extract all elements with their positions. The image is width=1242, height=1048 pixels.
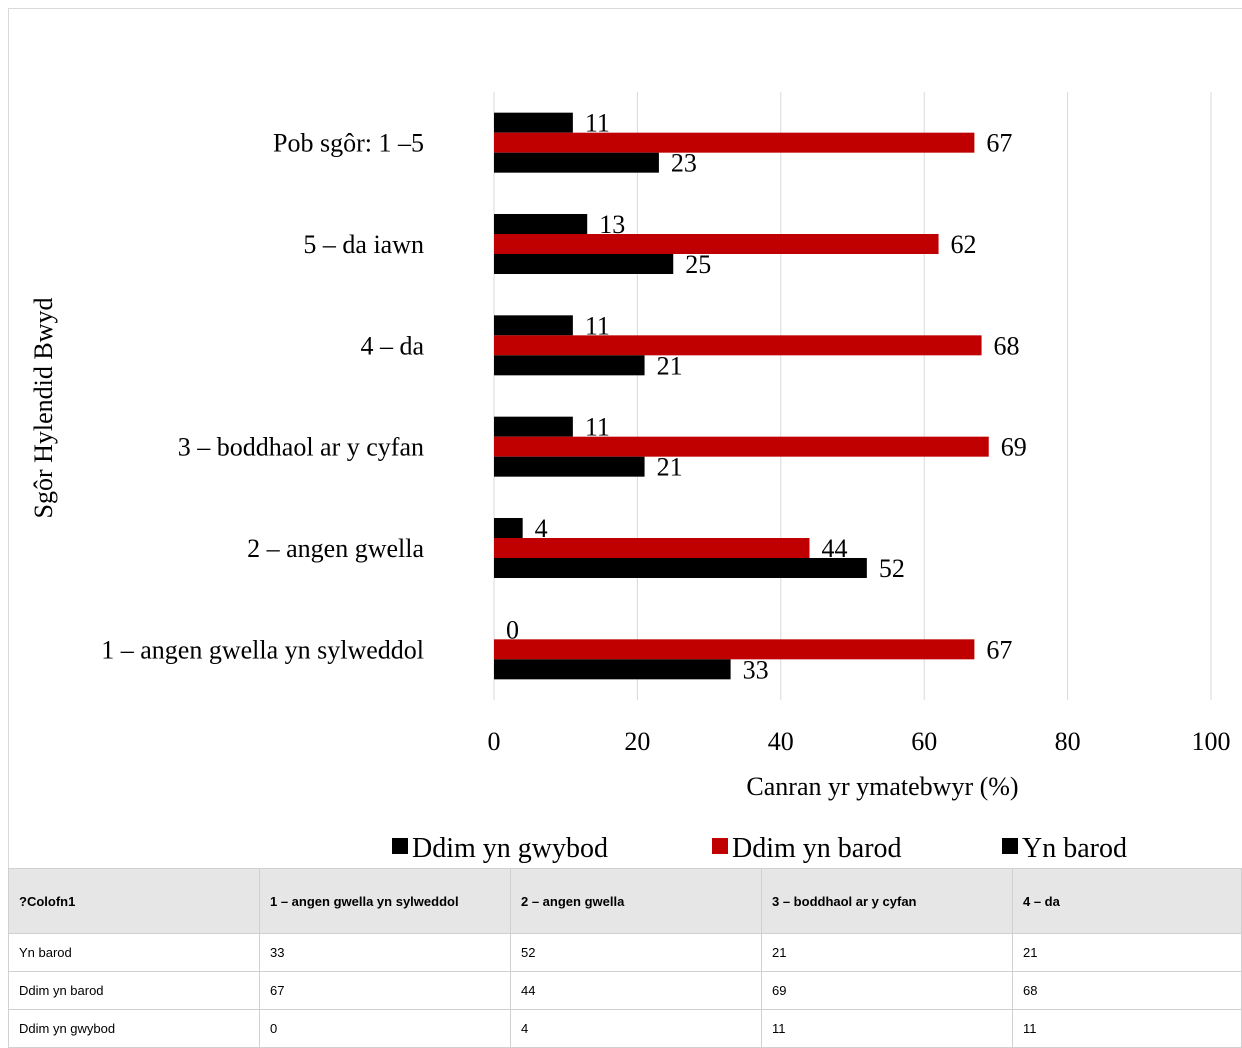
category-label: 3 – boddhaol ar y cyfan [178,433,424,462]
data-label: 4 [535,514,548,543]
legend-label: Yn barod [1022,833,1127,864]
x-tick-label: 20 [624,727,650,756]
data-label: 68 [994,331,1020,360]
table-cell: 0 [259,1009,511,1048]
category-label: 2 – angen gwella [247,534,424,563]
category-label: 5 – da iawn [303,230,424,259]
table-header-row: ?Colofn1 1 – angen gwella yn sylweddol 2… [8,868,1242,934]
legend-label: Ddim yn gwybod [412,833,608,864]
x-axis-title: Canran yr ymatebwyr (%) [746,772,1018,801]
bar [494,335,982,356]
legend-swatch [712,838,728,854]
x-tick-label: 60 [911,727,937,756]
bar [494,538,810,558]
bar [494,132,975,153]
data-label: 25 [685,250,711,279]
bar [494,416,573,437]
table-header-cell: 4 – da [1012,868,1242,934]
table-cell: 4 [510,1009,762,1048]
table-row: Ddim yn barod 67 44 69 68 [8,971,1242,1010]
bar [494,518,523,538]
bar [494,659,731,680]
x-tick-label: 80 [1055,727,1081,756]
table-row: Yn barod 33 52 21 21 [8,933,1242,972]
table-cell: Ddim yn gwybod [8,1009,260,1048]
data-label: 33 [743,655,769,684]
bar [494,315,573,336]
table-cell: 11 [1012,1009,1242,1048]
legend-swatch [392,838,408,854]
table-cell: 52 [510,933,762,972]
data-label: 67 [986,129,1012,158]
legend-label: Ddim yn barod [732,833,902,864]
data-label: 21 [657,351,683,380]
table-cell: 11 [761,1009,1013,1048]
bar [494,456,645,477]
data-label: 0 [506,615,519,644]
table-cell: 21 [761,933,1013,972]
table-row: Ddim yn gwybod 0 4 11 11 [8,1009,1242,1048]
data-label: 52 [879,554,905,583]
chart-frame [8,8,1242,868]
table-cell: 69 [761,971,1013,1010]
table-cell: Ddim yn barod [8,971,260,1010]
table-header-cell: 3 – boddhaol ar y cyfan [761,868,1013,934]
data-label: 69 [1001,433,1027,462]
legend-swatch [1002,838,1018,854]
data-label: 67 [986,635,1012,664]
data-label: 62 [951,230,977,259]
table-header-cell: ?Colofn1 [8,868,260,934]
category-label: 1 – angen gwella yn sylweddol [101,635,424,664]
table-cell: 67 [259,971,511,1010]
table-cell: 44 [510,971,762,1010]
bar [494,558,867,578]
bar-chart: 1 – angen gwella yn sylweddol 0 67 33 2 – an… [29,92,1231,864]
bar [494,355,645,376]
bar [494,436,989,457]
table-cell: 68 [1012,971,1242,1010]
x-tick-label: 100 [1192,727,1231,756]
data-label: 21 [657,453,683,482]
table-header-cell: 2 – angen gwella [510,868,762,934]
table-cell: 33 [259,933,511,972]
data-label: 23 [671,149,697,178]
x-tick-label: 40 [768,727,794,756]
table-cell: Yn barod [8,933,260,972]
table-header-cell: 1 – angen gwella yn sylweddol [259,868,511,934]
table-cell: 21 [1012,933,1242,972]
category-label: 4 – da [360,331,424,360]
bar [494,639,975,660]
bar [494,254,674,274]
data-table: ?Colofn1 1 – angen gwella yn sylweddol 2… [8,868,1242,1048]
bar [494,214,588,234]
y-axis-title: Sgôr Hylendid Bwyd [29,298,58,519]
bar [494,234,939,254]
bar [494,152,659,173]
category-label: Pob sgôr: 1 –5 [273,129,424,158]
x-tick-label: 0 [488,727,501,756]
bar [494,112,573,133]
